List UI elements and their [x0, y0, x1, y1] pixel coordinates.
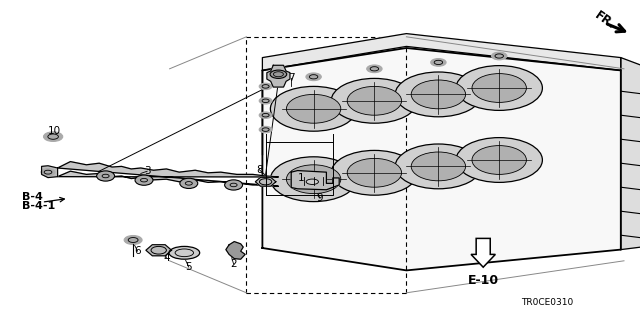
Polygon shape: [58, 162, 278, 186]
Polygon shape: [621, 58, 640, 250]
Ellipse shape: [287, 94, 341, 123]
Circle shape: [227, 182, 240, 188]
Text: TR0CE0310: TR0CE0310: [521, 298, 573, 307]
Polygon shape: [255, 177, 276, 186]
Text: 1: 1: [298, 172, 304, 183]
FancyArrow shape: [471, 238, 495, 267]
Text: 4: 4: [163, 252, 170, 263]
Ellipse shape: [332, 150, 417, 195]
Circle shape: [306, 73, 321, 81]
Ellipse shape: [97, 171, 115, 181]
Ellipse shape: [412, 152, 466, 181]
Polygon shape: [42, 166, 58, 178]
Polygon shape: [262, 48, 621, 270]
Ellipse shape: [180, 178, 198, 188]
Text: 2: 2: [230, 259, 237, 269]
Text: 9: 9: [317, 193, 323, 204]
Ellipse shape: [347, 86, 402, 115]
Ellipse shape: [169, 246, 200, 259]
Ellipse shape: [271, 157, 357, 202]
Circle shape: [259, 126, 272, 133]
Text: 10: 10: [48, 126, 61, 136]
Text: 5: 5: [186, 262, 192, 272]
Text: 6: 6: [134, 246, 141, 256]
Circle shape: [44, 132, 63, 141]
Ellipse shape: [332, 78, 417, 123]
Ellipse shape: [456, 66, 543, 110]
Ellipse shape: [347, 158, 402, 187]
Ellipse shape: [225, 180, 243, 190]
Text: 3: 3: [144, 166, 150, 176]
Text: B-4-1: B-4-1: [22, 201, 56, 212]
Polygon shape: [146, 245, 172, 256]
Circle shape: [182, 180, 195, 187]
Ellipse shape: [396, 72, 482, 117]
Ellipse shape: [135, 175, 153, 185]
Text: FR.: FR.: [592, 9, 618, 32]
Circle shape: [124, 236, 142, 244]
Ellipse shape: [472, 74, 527, 102]
Circle shape: [41, 169, 55, 176]
Circle shape: [492, 52, 507, 60]
Polygon shape: [226, 242, 245, 259]
Ellipse shape: [270, 70, 287, 78]
Ellipse shape: [287, 165, 341, 194]
Circle shape: [99, 173, 112, 179]
Ellipse shape: [456, 138, 543, 182]
Polygon shape: [291, 171, 339, 190]
Text: 8: 8: [256, 164, 262, 175]
Circle shape: [259, 83, 272, 90]
Text: 7: 7: [288, 73, 294, 84]
Ellipse shape: [412, 80, 466, 109]
Polygon shape: [267, 65, 290, 87]
Text: B-4: B-4: [22, 192, 44, 202]
Ellipse shape: [306, 179, 319, 184]
Ellipse shape: [396, 144, 482, 189]
Ellipse shape: [302, 177, 323, 186]
Ellipse shape: [273, 72, 284, 77]
Circle shape: [431, 59, 446, 66]
Circle shape: [259, 98, 272, 104]
Text: E-10: E-10: [468, 274, 499, 286]
Polygon shape: [262, 34, 621, 70]
Circle shape: [259, 112, 272, 118]
Ellipse shape: [271, 86, 357, 131]
Ellipse shape: [472, 146, 527, 174]
Circle shape: [367, 65, 382, 73]
Ellipse shape: [175, 249, 193, 257]
Circle shape: [138, 177, 150, 183]
